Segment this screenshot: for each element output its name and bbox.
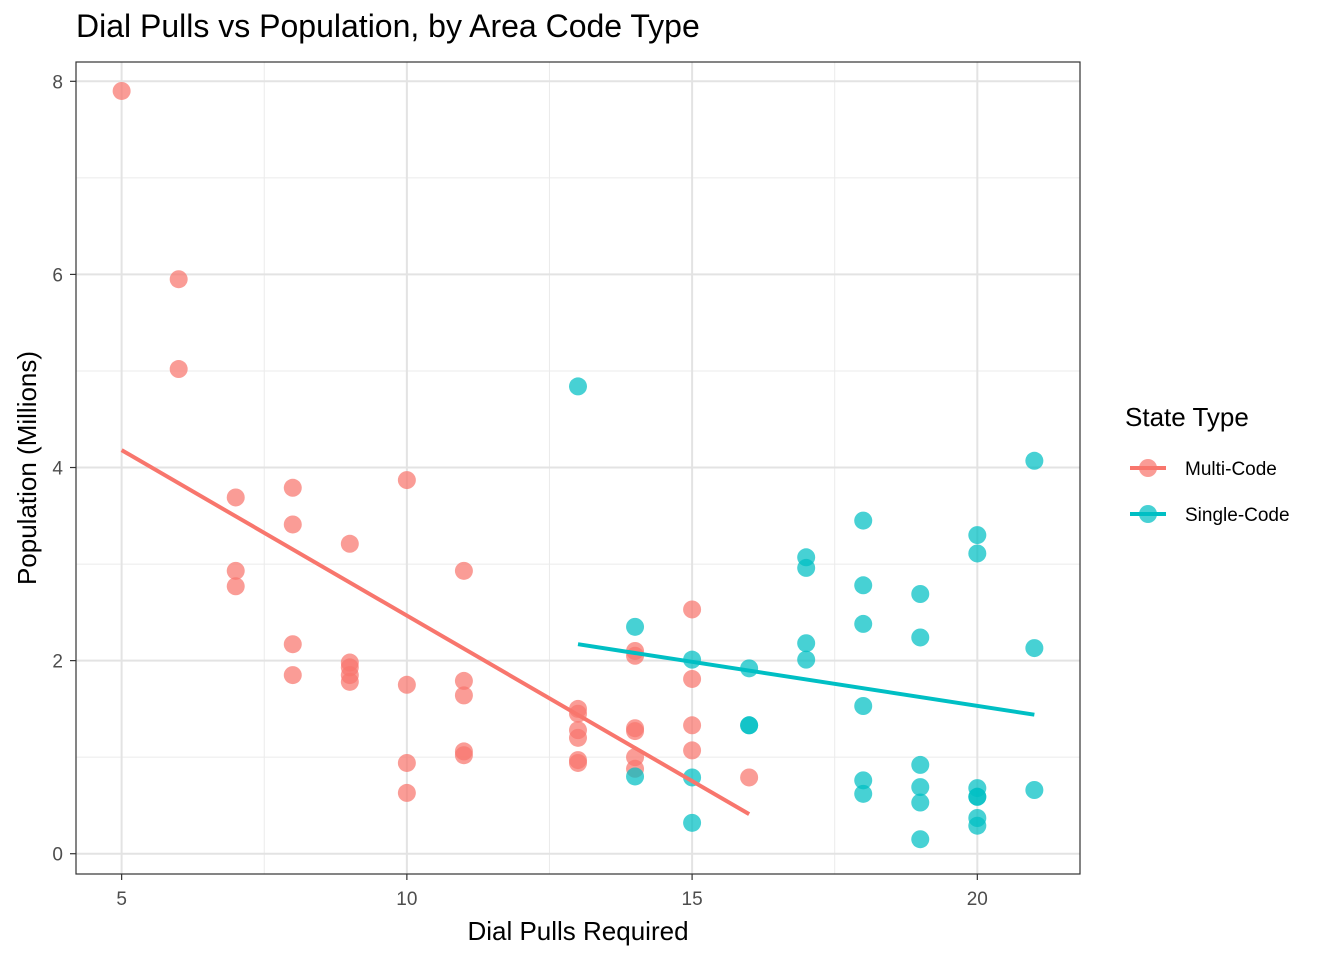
data-point [854,784,873,803]
data-point [683,741,702,760]
x-tick-label: 20 [967,889,988,910]
data-point [169,270,188,289]
data-point [1025,781,1044,799]
data-point [740,768,759,787]
data-point [968,544,987,563]
data-point [1025,639,1044,658]
y-tick-label: 8 [52,72,63,93]
data-point [797,634,816,653]
data-point [283,635,302,654]
data-point [797,650,816,669]
data-point [283,515,302,534]
data-point [626,617,645,636]
data-point [569,728,587,747]
data-point [397,783,416,802]
data-point [968,816,987,835]
data-point [569,377,587,396]
data-point [911,628,930,647]
data-point [226,577,245,596]
legend-title: State Type [1125,402,1249,432]
trend-line [120,448,751,816]
data-point [340,534,359,553]
data-point [283,478,302,497]
data-point [854,697,873,715]
data-point [112,81,131,100]
y-axis-title: Population (Millions) [12,351,42,585]
data-point [569,753,587,772]
data-point [397,753,416,772]
data-point [740,716,759,735]
data-point [340,672,359,691]
data-point [626,767,645,786]
x-tick-label: 15 [682,889,703,910]
data-point [454,671,473,690]
x-tick-label: 5 [116,889,127,910]
data-point [683,600,702,619]
data-point [911,778,930,797]
data-point [454,561,473,580]
x-tick-label: 10 [396,889,417,910]
data-point [911,755,930,774]
legend-label: Multi-Code [1185,459,1277,480]
data-point [283,666,302,685]
data-point [454,746,473,765]
data-point [911,585,930,603]
data-point [226,561,245,580]
data-point [968,787,987,806]
data-point [397,471,416,490]
data-point [1025,451,1044,470]
data-point [968,526,987,545]
data-point [169,360,188,379]
data-point [454,686,473,705]
legend-key-point [1139,505,1157,523]
data-point [683,716,702,735]
data-point [911,830,930,849]
y-tick-label: 0 [52,845,63,866]
x-axis-title: Dial Pulls Required [467,916,688,946]
y-tick-label: 2 [52,652,63,673]
data-point [797,558,816,577]
data-point [854,576,873,595]
y-tick-label: 6 [52,265,63,286]
data-point [397,675,416,694]
legend-key-point [1139,459,1157,477]
data-point [854,614,873,633]
trend-line [577,642,1035,717]
data-point [911,793,930,812]
data-point [683,813,702,832]
chart-title: Dial Pulls vs Population, by Area Code T… [76,8,700,44]
data-point [226,488,245,507]
data-point [626,722,645,741]
legend-label: Single-Code [1185,505,1290,526]
y-tick-label: 4 [52,459,63,480]
data-point [854,511,873,530]
data-point [683,669,702,688]
data-point [854,771,873,790]
